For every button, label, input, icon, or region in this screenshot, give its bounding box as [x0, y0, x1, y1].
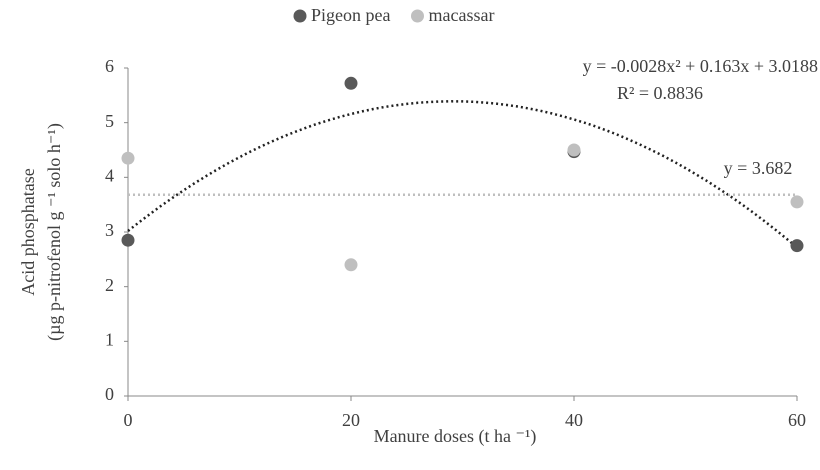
point [567, 143, 581, 157]
trendline-r2: R² = 0.8836 [617, 83, 703, 103]
legend-marker [293, 9, 307, 23]
point [121, 151, 135, 165]
legend-label: macassar [428, 5, 494, 25]
point [790, 239, 804, 253]
legend-marker [410, 9, 424, 23]
y-tick-label: 4 [105, 165, 114, 185]
y-tick-label: 6 [105, 56, 114, 76]
y-tick-label: 1 [105, 329, 114, 349]
y-axis-label-line: Acid phosphatase [18, 168, 38, 295]
x-tick-label: 20 [342, 410, 360, 430]
y-axis-label-line: (µg p-nitrofenol g ⁻¹ solo h⁻¹) [44, 123, 65, 341]
y-tick-label: 0 [105, 384, 114, 404]
y-tick-label: 2 [105, 275, 114, 295]
x-tick-label: 0 [124, 410, 133, 430]
x-tick-label: 60 [788, 410, 806, 430]
y-tick-label: 3 [105, 220, 114, 240]
x-axis-label: Manure doses (t ha ⁻¹) [374, 426, 537, 447]
legend-label: Pigeon pea [311, 5, 390, 25]
point [344, 76, 358, 90]
trendline [127, 100, 798, 249]
trendline-equation: y = 3.682 [724, 158, 793, 178]
x-tick-label: 40 [565, 410, 583, 430]
point [121, 233, 135, 247]
y-tick-label: 5 [105, 111, 114, 131]
point [344, 258, 358, 272]
trendline-equation: y = -0.0028x² + 0.163x + 3.0188 [583, 56, 818, 76]
point [790, 195, 804, 209]
y-axis-label: Acid phosphatase (µg p-nitrofenol g ⁻¹ s… [18, 123, 65, 341]
